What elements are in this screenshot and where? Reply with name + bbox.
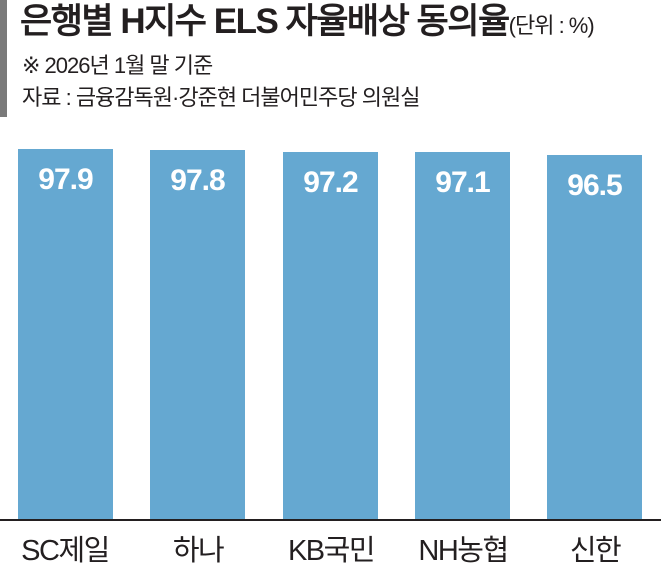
bar-nh: 97.1 (415, 152, 510, 519)
bar-shinhan: 96.5 (547, 155, 642, 519)
bar-value: 97.8 (170, 164, 225, 197)
bar-hana: 97.8 (150, 150, 245, 519)
chart-title: 은행별 H지수 ELS 자율배상 동의율(단위 : %) (20, 2, 595, 46)
category-label: 하나 (172, 535, 225, 567)
chart-source: 자료 : 금융감독원·강준현 더불어민주당 의원실 (22, 85, 420, 110)
category-label: NH농협 (418, 535, 509, 567)
bar-sc: 97.9 (18, 149, 113, 519)
bar-value: 97.1 (435, 166, 490, 199)
bar-kb: 97.2 (283, 152, 378, 519)
x-axis-line (0, 519, 661, 521)
title-text: 은행별 H지수 ELS 자율배상 동의율 (20, 2, 510, 41)
accent-strip (0, 0, 7, 117)
bar-value: 96.5 (567, 169, 622, 202)
unit-label: (단위 : %) (508, 13, 595, 38)
category-label: KB국민 (287, 535, 376, 567)
chart-note: ※ 2026년 1월 말 기준 (22, 53, 213, 78)
category-label: 신한 (569, 535, 622, 567)
category-label: SC제일 (21, 535, 110, 567)
bar-value: 97.9 (38, 163, 93, 196)
bar-value: 97.2 (303, 166, 358, 199)
